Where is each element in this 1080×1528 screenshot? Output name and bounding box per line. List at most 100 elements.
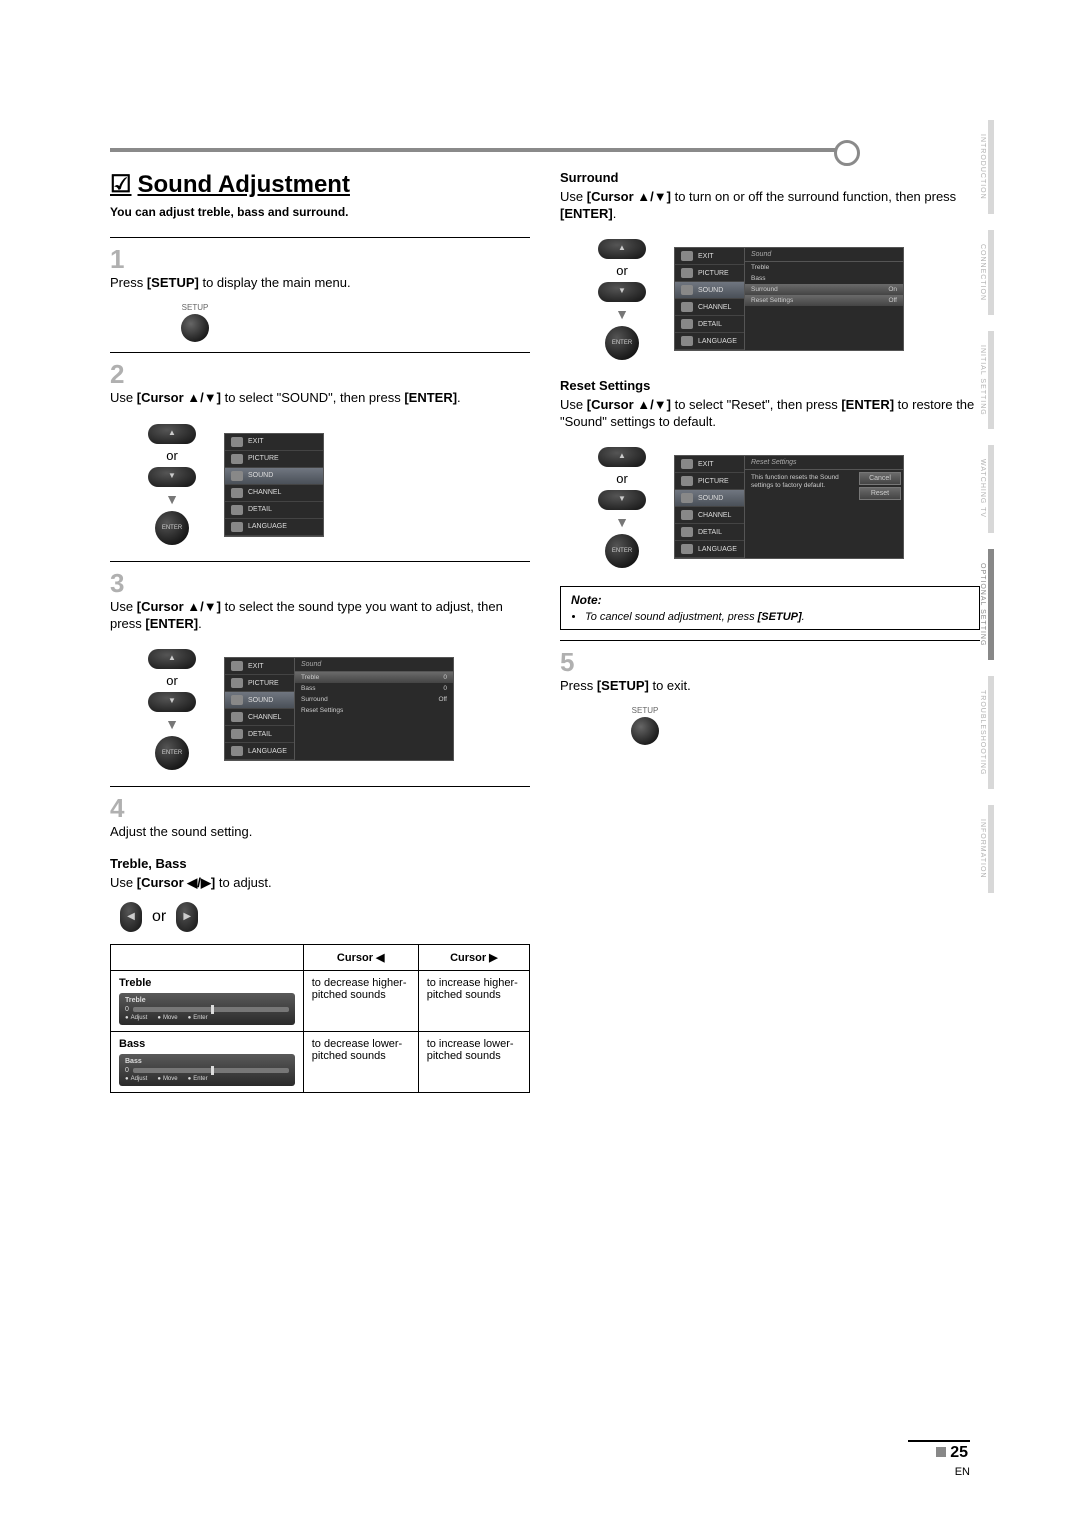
remote-osd-surround: or ▼ ENTER EXIT PICTURE SOUND CHANNEL DE…: [590, 235, 980, 364]
step-num-4: 4: [110, 793, 132, 824]
sound-icon: [231, 471, 243, 481]
exit-icon: [231, 661, 243, 671]
step-2: 2 Use [Cursor ▲/▼] to select "SOUND", th…: [110, 352, 530, 549]
note-box: Note: To cancel sound adjustment, press …: [560, 586, 980, 630]
s-treble: Treble: [745, 262, 903, 273]
osd-detail: DETAIL: [675, 316, 744, 333]
osd-detail: DETAIL: [225, 502, 323, 519]
setup-label-5: SETUP: [620, 706, 670, 715]
cursor-down-icon: [148, 692, 196, 712]
osd-language: LANGUAGE: [225, 519, 323, 536]
osd-picture: PICTURE: [225, 675, 294, 692]
cursor-down-icon: [148, 467, 196, 487]
step-5: 5 Press [SETUP] to exit. SETUP: [560, 640, 980, 745]
slider-track-icon: [133, 1068, 289, 1073]
picture-icon: [231, 678, 243, 688]
osd-right-r: Reset Settings This function resets the …: [745, 456, 903, 558]
page-lang: EN: [955, 1466, 970, 1478]
osd-right-s: Sound Treble Bass SurroundOn Reset Setti…: [745, 248, 903, 350]
exit-icon: [681, 251, 693, 261]
language-icon: [231, 746, 243, 756]
language-icon: [231, 522, 243, 532]
dpad-reset: or ▼ ENTER: [590, 443, 654, 572]
dpad-2: or ▼ ENTER: [140, 420, 204, 549]
s-bass: Bass: [745, 273, 903, 284]
cursor-down-icon: [598, 490, 646, 510]
lr-buttons: ◀ or ▶: [120, 902, 530, 932]
reset-line: Reset Settings: [295, 705, 453, 716]
osd-left-r: EXIT PICTURE SOUND CHANNEL DETAIL LANGUA…: [675, 456, 745, 558]
sound-icon: [681, 493, 693, 503]
cursor-up-icon: [598, 239, 646, 259]
osd-picture: PICTURE: [225, 451, 323, 468]
th-right: Cursor ▶: [418, 944, 529, 970]
osd-channel: CHANNEL: [225, 485, 323, 502]
surround-text: Use [Cursor ▲/▼] to turn on or off the s…: [560, 189, 980, 223]
step-1: 1 Press [SETUP] to display the main menu…: [110, 237, 530, 342]
osd-sound-panel: EXIT PICTURE SOUND CHANNEL DETAIL LANGUA…: [224, 657, 454, 761]
or-lr: or: [152, 908, 166, 926]
treble-bass-instruction: Use [Cursor ◀/▶] to adjust.: [110, 875, 530, 892]
osd-exit: EXIT: [225, 434, 323, 451]
dpad-3: or ▼ ENTER: [140, 645, 204, 774]
step-2-text: Use [Cursor ▲/▼] to select "SOUND", then…: [110, 390, 504, 407]
or-s: or: [590, 263, 654, 278]
check-icon: ☑: [110, 171, 132, 198]
subtitle: You can adjust treble, bass and surround…: [110, 205, 530, 219]
cursor-left-icon: ◀: [120, 902, 142, 932]
flow-arrow-icon: ▼: [140, 716, 204, 732]
setup-circle-icon: [181, 314, 209, 342]
step-4-text: Adjust the sound setting.: [110, 824, 504, 841]
bass-line: Bass0: [295, 683, 453, 694]
cursor-down-icon: [598, 282, 646, 302]
step-1-text: Press [SETUP] to display the main menu.: [110, 275, 504, 292]
flow-arrow-icon: ▼: [590, 514, 654, 530]
sound-icon: [231, 695, 243, 705]
page-number: 25 EN: [908, 1440, 970, 1478]
setup-button-graphic: SETUP: [170, 303, 220, 342]
step-5-text: Press [SETUP] to exit.: [560, 678, 954, 695]
osd-channel: CHANNEL: [225, 709, 294, 726]
enter-button-icon: ENTER: [605, 534, 639, 568]
detail-icon: [231, 729, 243, 739]
s-reset: Reset SettingsOff: [745, 295, 903, 306]
osd-detail: DETAIL: [225, 726, 294, 743]
detail-icon: [681, 527, 693, 537]
step-4: 4 Adjust the sound setting.: [110, 786, 530, 842]
osd-detail: DETAIL: [675, 524, 744, 541]
sound-header: Sound: [295, 658, 453, 672]
osd-exit: EXIT: [225, 658, 294, 675]
note-heading: Note:: [571, 593, 969, 607]
osd-language: LANGUAGE: [675, 541, 744, 558]
title-text: Sound Adjustment: [138, 171, 350, 198]
flow-arrow-icon: ▼: [590, 306, 654, 322]
sound-header-s: Sound: [745, 248, 903, 262]
reset-buttons: Cancel Reset: [857, 470, 903, 502]
s-surround: SurroundOn: [745, 284, 903, 295]
surround-heading: Surround: [560, 170, 980, 185]
flow-arrow-icon: ▼: [140, 491, 204, 507]
or-r: or: [590, 471, 654, 486]
osd-left-3: EXIT PICTURE SOUND CHANNEL DETAIL LANGUA…: [225, 658, 295, 760]
th-blank: [111, 944, 304, 970]
enter-button-icon: ENTER: [155, 736, 189, 770]
step-3: 3 Use [Cursor ▲/▼] to select the sound t…: [110, 561, 530, 774]
setup-circle-icon: [631, 717, 659, 745]
cursor-up-icon: [148, 424, 196, 444]
osd-surround-panel: EXIT PICTURE SOUND CHANNEL DETAIL LANGUA…: [674, 247, 904, 351]
osd-left-s: EXIT PICTURE SOUND CHANNEL DETAIL LANGUA…: [675, 248, 745, 350]
channel-icon: [231, 712, 243, 722]
picture-icon: [681, 476, 693, 486]
table-row-treble: Treble Treble 0 AdjustMoveEnter to decre…: [111, 970, 530, 1031]
osd-exit: EXIT: [675, 456, 744, 473]
dpad-surround: or ▼ ENTER: [590, 235, 654, 364]
osd-sound: SOUND: [675, 490, 744, 507]
adjust-table: Cursor ◀ Cursor ▶ Treble Treble 0 Adjust…: [110, 944, 530, 1093]
enter-button-icon: ENTER: [155, 511, 189, 545]
osd-menu-2: EXIT PICTURE SOUND CHANNEL DETAIL LANGUA…: [224, 433, 324, 537]
page-title: ☑Sound Adjustment: [110, 170, 530, 199]
osd-channel: CHANNEL: [675, 299, 744, 316]
osd-sound: SOUND: [225, 692, 294, 709]
osd-picture: PICTURE: [675, 265, 744, 282]
osd-channel: CHANNEL: [675, 507, 744, 524]
